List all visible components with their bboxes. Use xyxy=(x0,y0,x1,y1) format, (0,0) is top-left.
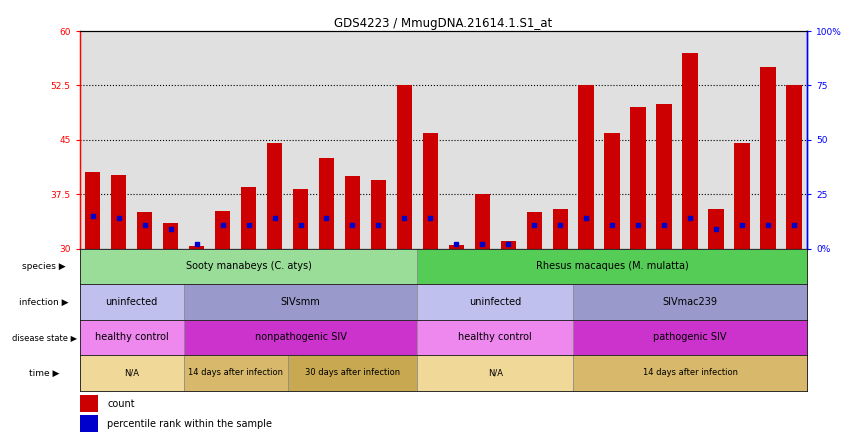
Bar xyxy=(417,320,573,355)
Bar xyxy=(630,107,646,249)
Text: SIVmac239: SIVmac239 xyxy=(662,297,718,307)
Bar xyxy=(345,176,360,249)
Bar xyxy=(184,320,417,355)
Bar xyxy=(604,133,620,249)
Bar xyxy=(319,158,334,249)
Bar xyxy=(80,284,184,320)
Text: Rhesus macaques (M. mulatta): Rhesus macaques (M. mulatta) xyxy=(536,262,688,271)
Bar xyxy=(760,67,776,249)
Text: disease state ▶: disease state ▶ xyxy=(11,333,77,342)
Bar xyxy=(449,245,464,249)
Text: count: count xyxy=(107,399,135,409)
Text: pathogenic SIV: pathogenic SIV xyxy=(654,333,727,342)
Text: nonpathogenic SIV: nonpathogenic SIV xyxy=(255,333,346,342)
Bar xyxy=(80,355,184,391)
Bar xyxy=(573,355,807,391)
Text: Sooty manabeys (C. atys): Sooty manabeys (C. atys) xyxy=(185,262,312,271)
Bar xyxy=(184,355,288,391)
Bar xyxy=(708,209,724,249)
Bar xyxy=(397,86,412,249)
Text: 30 days after infection: 30 days after infection xyxy=(305,369,400,377)
Text: uninfected: uninfected xyxy=(106,297,158,307)
Bar xyxy=(85,173,100,249)
Bar xyxy=(786,86,802,249)
Bar xyxy=(80,395,98,412)
Text: healthy control: healthy control xyxy=(458,333,533,342)
Bar xyxy=(184,284,417,320)
Bar xyxy=(553,209,568,249)
Bar xyxy=(423,133,438,249)
Text: SIVsmm: SIVsmm xyxy=(281,297,320,307)
Text: time ▶: time ▶ xyxy=(29,369,60,377)
Bar xyxy=(189,246,204,249)
Text: species ▶: species ▶ xyxy=(23,262,66,271)
Bar xyxy=(734,143,750,249)
Bar xyxy=(241,187,256,249)
Bar xyxy=(417,249,807,284)
Bar xyxy=(80,320,184,355)
Bar xyxy=(527,212,542,249)
Text: N/A: N/A xyxy=(124,369,139,377)
Bar xyxy=(293,189,308,249)
Bar xyxy=(573,320,807,355)
Text: infection ▶: infection ▶ xyxy=(19,297,69,306)
Text: 14 days after infection: 14 days after infection xyxy=(643,369,738,377)
Bar xyxy=(267,143,282,249)
Title: GDS4223 / MmugDNA.21614.1.S1_at: GDS4223 / MmugDNA.21614.1.S1_at xyxy=(334,17,553,30)
Bar xyxy=(417,284,573,320)
Bar xyxy=(656,103,672,249)
Bar xyxy=(137,212,152,249)
Bar xyxy=(163,223,178,249)
Bar xyxy=(288,355,417,391)
Bar xyxy=(371,180,386,249)
Bar xyxy=(682,53,698,249)
Bar xyxy=(417,355,573,391)
Text: uninfected: uninfected xyxy=(469,297,521,307)
Bar xyxy=(573,284,807,320)
Bar xyxy=(475,194,490,249)
Text: percentile rank within the sample: percentile rank within the sample xyxy=(107,419,272,429)
Bar xyxy=(215,211,230,249)
Text: N/A: N/A xyxy=(488,369,503,377)
Bar xyxy=(578,86,594,249)
Bar xyxy=(80,415,98,432)
Text: healthy control: healthy control xyxy=(94,333,169,342)
Bar xyxy=(80,249,417,284)
Text: 14 days after infection: 14 days after infection xyxy=(188,369,283,377)
Bar xyxy=(501,242,516,249)
Bar xyxy=(111,174,126,249)
